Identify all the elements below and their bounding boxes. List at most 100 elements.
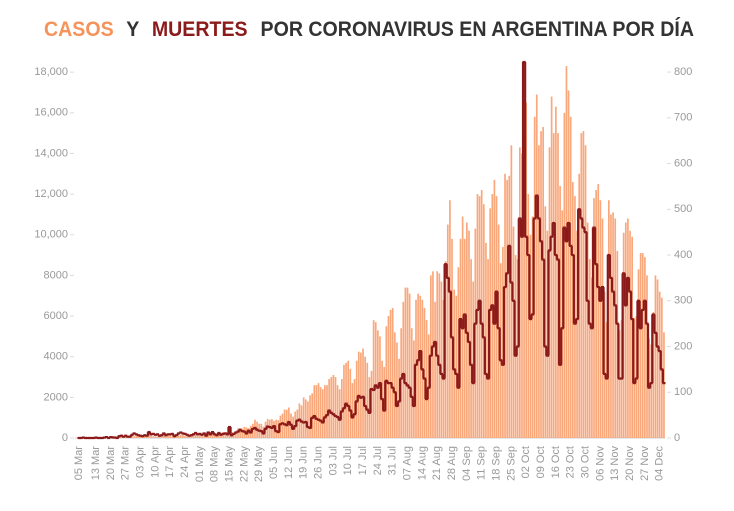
x-tick-label: 05 Mar (73, 446, 85, 481)
case-bar (410, 328, 413, 438)
case-bar (440, 281, 443, 438)
case-bar (582, 131, 585, 438)
case-bar (347, 360, 350, 438)
case-bar (165, 436, 167, 438)
case-bar (281, 413, 284, 438)
title-connector: Y (126, 18, 139, 41)
case-bar (349, 368, 352, 438)
case-bar (167, 435, 169, 438)
case-bar (213, 434, 216, 438)
case-bar (523, 135, 525, 438)
case-bar (235, 431, 237, 438)
case-bar (120, 436, 123, 438)
case-bar (184, 435, 186, 438)
case-bar (135, 435, 138, 438)
title-cases: CASOS (44, 18, 114, 41)
case-bar (133, 436, 136, 438)
case-bar (162, 435, 165, 438)
x-tick-label: 09 Oct (535, 446, 547, 478)
case-bar (597, 183, 600, 438)
x-tick-label: 14 Aug (416, 446, 428, 480)
y-tick-label: 12,000 (34, 188, 68, 200)
title-rest: POR CORONAVIRUS EN ARGENTINA POR DÍA (261, 18, 694, 41)
case-bar (124, 436, 127, 438)
case-bar (334, 377, 337, 438)
case-bar (391, 307, 394, 438)
case-bar (599, 200, 602, 438)
x-tick-label: 25 Sep (505, 446, 517, 481)
case-bar (644, 257, 646, 438)
y2-tick-label: 700 (674, 112, 692, 124)
case-bar (550, 96, 553, 438)
x-tick-label: 10 Apr (149, 446, 161, 478)
y-tick-label: 8000 (44, 269, 68, 281)
case-bar (535, 94, 538, 438)
y-tick-label: 6000 (44, 310, 68, 322)
case-bar (302, 397, 305, 438)
case-bar (591, 277, 593, 438)
x-tick-label: 26 Jun (312, 446, 324, 479)
title-deaths: MUERTES (152, 18, 248, 41)
x-tick-label: 20 Mar (105, 446, 117, 481)
case-bar (169, 435, 172, 438)
case-bar (402, 301, 405, 438)
y-tick-label: 4000 (44, 351, 68, 363)
x-tick-label: 28 Aug (446, 446, 458, 480)
y-tick-label: 2000 (44, 391, 68, 403)
case-bar (186, 435, 188, 438)
case-bar (317, 383, 320, 438)
case-bar (406, 287, 409, 438)
case-bar (177, 435, 180, 438)
case-bar (330, 377, 333, 438)
case-bar (639, 253, 642, 438)
y2-tick-label: 800 (674, 66, 692, 78)
case-bar (408, 293, 411, 438)
case-bar (540, 131, 542, 438)
case-bar (192, 435, 195, 438)
case-bar (156, 436, 159, 438)
x-tick-label: 23 Oct (565, 446, 577, 478)
case-bar (552, 133, 555, 438)
y-tick-label: 16,000 (34, 107, 68, 119)
case-bar (618, 330, 621, 438)
case-bar (656, 279, 659, 438)
x-tick-label: 27 Nov (639, 446, 651, 481)
case-bar (650, 344, 653, 438)
case-bar (203, 435, 205, 438)
y2-tick-label: 300 (674, 295, 692, 307)
case-bar (614, 218, 617, 438)
y2-tick-label: 100 (674, 386, 692, 398)
case-bar (624, 222, 627, 438)
case-bar (434, 301, 436, 438)
case-bar (343, 364, 345, 438)
case-bar (525, 102, 528, 438)
case-bar (332, 374, 335, 438)
y2-tick-label: 500 (674, 203, 692, 215)
x-tick-label: 13 Mar (90, 446, 102, 481)
case-bar (565, 66, 568, 438)
x-tick-label: 03 Apr (134, 446, 146, 478)
case-bar (576, 230, 578, 438)
case-bar (239, 428, 241, 438)
case-bar (586, 222, 589, 438)
case-bar (654, 275, 657, 438)
case-bar (232, 432, 235, 438)
y-tick-label: 14,000 (34, 147, 68, 159)
case-bar (641, 253, 644, 438)
case-bar (218, 434, 220, 438)
x-tick-label: 13 Nov (609, 446, 621, 481)
case-bar (146, 436, 148, 438)
x-tick-label: 15 May (223, 446, 235, 483)
case-bar (366, 362, 369, 438)
case-bar (387, 316, 390, 438)
x-tick-label: 18 Sep (490, 446, 502, 481)
case-bar (508, 175, 511, 438)
x-tick-label: 06 Nov (594, 446, 606, 481)
case-bar (143, 436, 146, 438)
case-bar (211, 433, 214, 438)
case-bar (328, 379, 330, 438)
case-bar (201, 434, 203, 438)
case-bar (137, 435, 140, 438)
case-bar (360, 352, 362, 438)
